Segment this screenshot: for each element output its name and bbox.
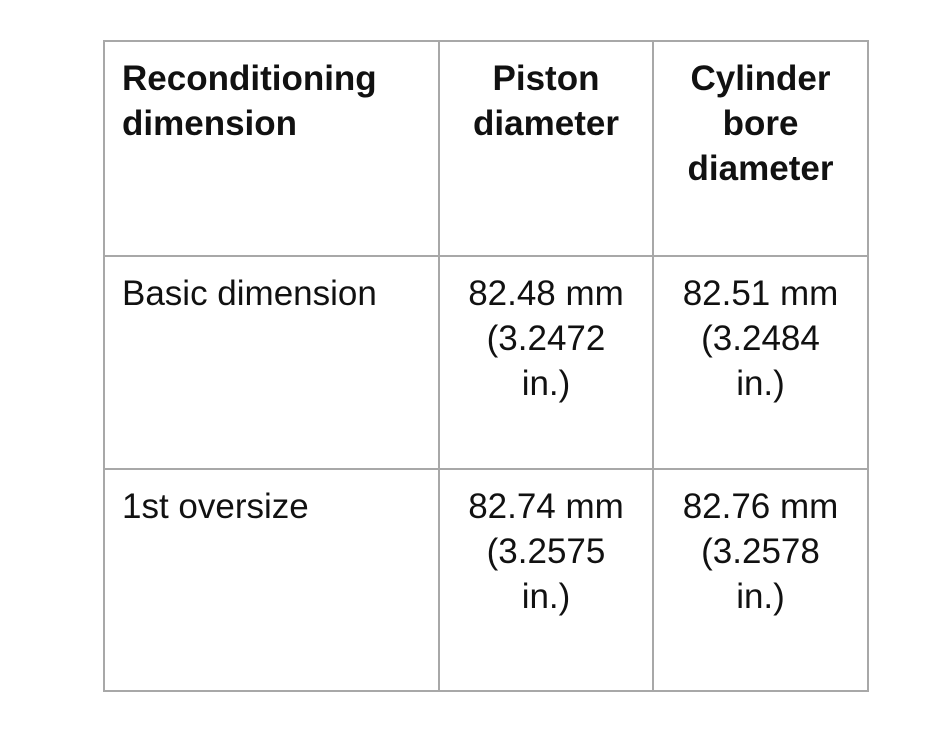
- header-cell: Reconditioning dimension: [103, 40, 440, 257]
- cell: 82.51 mm (3.2484 in.): [652, 255, 869, 470]
- header-cell: Piston diameter: [438, 40, 654, 257]
- cell: 1st oversize: [103, 468, 440, 692]
- cell: 82.76 mm (3.2578 in.): [652, 468, 869, 692]
- cell: 82.74 mm (3.2575 in.): [438, 468, 654, 692]
- header-cell: Cylinder bore diameter: [652, 40, 869, 257]
- cell: 82.48 mm (3.2472 in.): [438, 255, 654, 470]
- header-row: Reconditioning dimension Piston diameter…: [103, 40, 869, 257]
- dimension-table: Reconditioning dimension Piston diameter…: [103, 40, 869, 692]
- cell: Basic dimension: [103, 255, 440, 470]
- table-row: Basic dimension 82.48 mm (3.2472 in.) 82…: [103, 255, 869, 470]
- table-row: 1st oversize 82.74 mm (3.2575 in.) 82.76…: [103, 468, 869, 692]
